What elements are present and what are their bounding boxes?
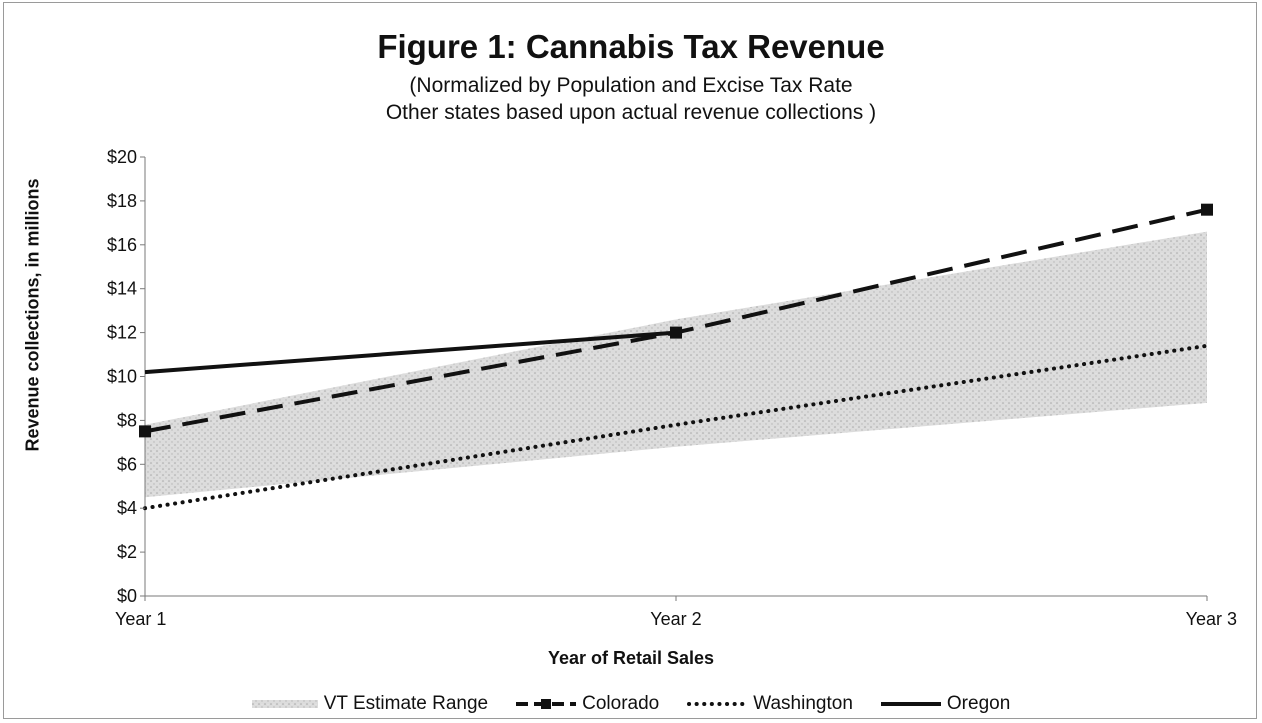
y-tick-label: $6 [117,454,137,474]
legend-swatch-washington [687,702,748,706]
x-axis-label: Year of Retail Sales [547,648,715,668]
y-axis-label: Revenue collections, in millions [22,178,43,452]
legend-swatch-colorado [516,699,577,709]
x-tick-label: Year 3 [1186,609,1237,629]
y-tick-label: $16 [107,235,137,255]
legend-item-washington: Washington [687,693,853,715]
series-marker-colorado [139,425,151,438]
legend-label-washington: Washington [753,693,853,714]
legend-item-colorado: Colorado [516,693,659,715]
y-tick-label: $14 [107,279,137,299]
legend-label-vt-estimate-range: VT Estimate Range [323,693,489,714]
legend-label-oregon: Oregon [946,693,1011,714]
chart-title: Figure 1: Cannabis Tax Revenue [377,28,885,65]
series-marker-colorado [670,326,682,339]
series-line-oregon [144,330,677,375]
legend-item-vt-estimate-range: VT Estimate Range [251,693,489,715]
y-tick-label: $2 [117,542,137,562]
series-line-washington [143,343,1209,511]
y-tick-label: $12 [107,323,137,343]
chart-subtitle-line-2: Other states based upon actual revenue c… [385,101,877,124]
y-tick-label: $8 [117,410,137,430]
y-tick-label: $10 [107,367,137,387]
x-tick-label: Year 2 [650,609,701,629]
legend-label-colorado: Colorado [582,693,660,714]
y-tick-label: $4 [117,498,137,518]
series-marker-colorado [1201,203,1213,216]
legend: VT Estimate Range Colorado Washington Or… [0,690,1262,718]
y-tick-label: $20 [107,147,137,167]
legend-item-oregon: Oregon [880,693,1011,715]
y-tick-label: $18 [107,191,137,211]
vt-estimate-range-band [145,231,1207,498]
chart-subtitle-line-1: (Normalized by Population and Excise Tax… [409,74,853,97]
legend-swatch-band [251,700,318,708]
legend-swatch-oregon [880,702,941,706]
x-tick-label: Year 1 [115,609,166,629]
y-tick-label: $0 [117,586,137,606]
